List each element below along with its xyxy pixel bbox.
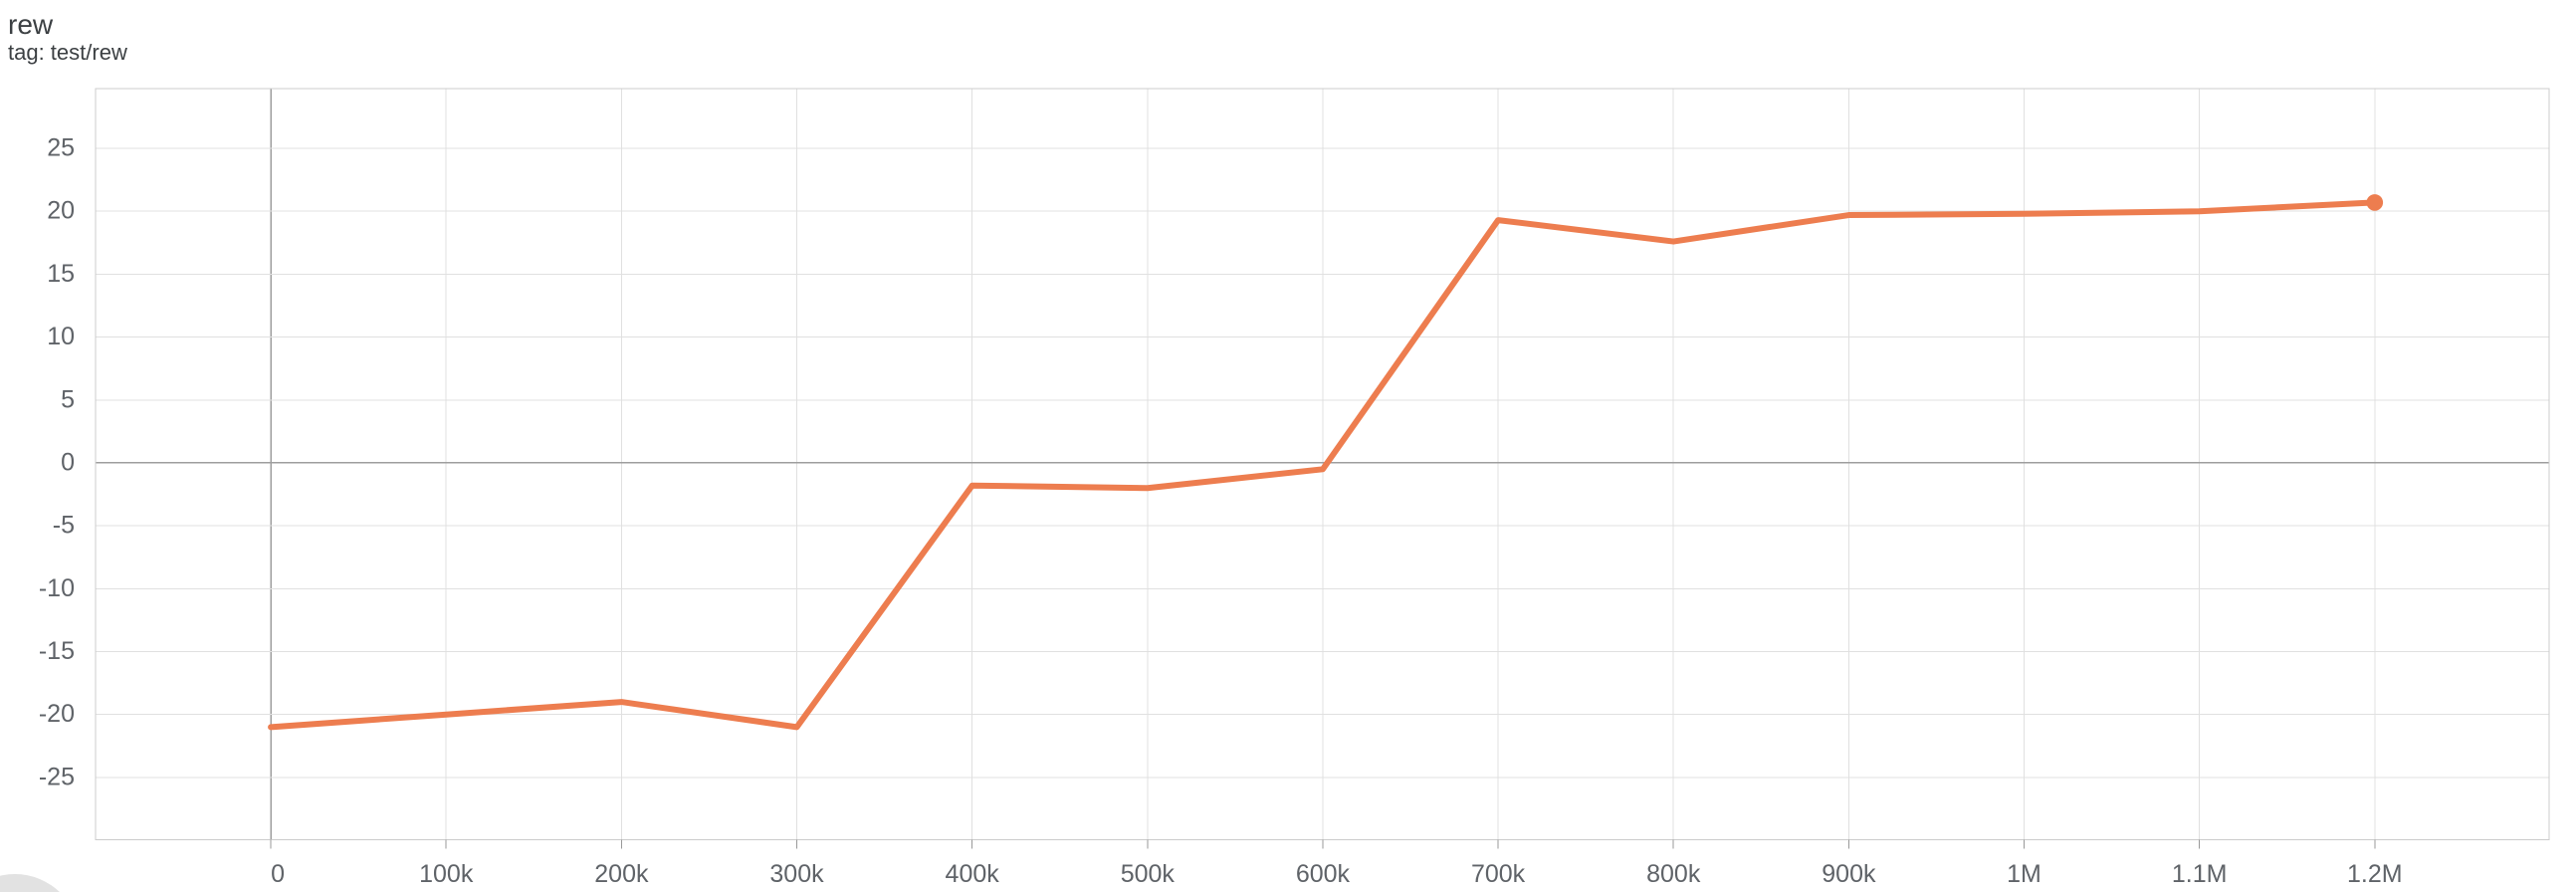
svg-text:200k: 200k <box>594 860 649 888</box>
svg-text:900k: 900k <box>1822 860 1876 888</box>
svg-text:1.1M: 1.1M <box>2172 860 2228 888</box>
svg-text:300k: 300k <box>769 860 824 888</box>
svg-text:1.2M: 1.2M <box>2347 860 2403 888</box>
svg-text:-25: -25 <box>39 763 75 790</box>
svg-text:-20: -20 <box>39 700 75 728</box>
svg-text:0: 0 <box>61 448 75 476</box>
svg-text:20: 20 <box>47 197 75 225</box>
svg-text:25: 25 <box>47 134 75 162</box>
svg-text:5: 5 <box>61 385 75 413</box>
svg-text:10: 10 <box>47 323 75 350</box>
svg-text:-10: -10 <box>39 574 75 602</box>
svg-text:1M: 1M <box>2007 860 2041 888</box>
svg-text:0: 0 <box>271 860 285 888</box>
svg-text:400k: 400k <box>946 860 1000 888</box>
svg-text:-15: -15 <box>39 637 75 665</box>
svg-text:15: 15 <box>47 260 75 288</box>
svg-text:500k: 500k <box>1121 860 1176 888</box>
svg-text:100k: 100k <box>419 860 474 888</box>
svg-text:800k: 800k <box>1646 860 1701 888</box>
svg-text:600k: 600k <box>1296 860 1351 888</box>
svg-text:700k: 700k <box>1471 860 1526 888</box>
svg-text:-5: -5 <box>53 512 75 540</box>
